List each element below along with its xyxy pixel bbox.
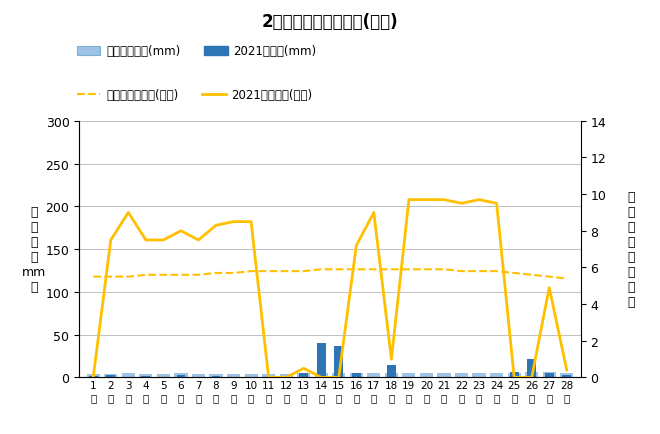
Bar [89,376,98,378]
Bar [317,343,325,378]
Bar [367,373,380,378]
Bar [141,376,150,378]
Bar [157,374,170,378]
Bar [335,346,343,378]
Bar [315,373,328,378]
Bar [490,373,503,378]
Bar [562,375,571,378]
Bar [227,374,240,378]
Bar [350,373,363,378]
Bar [176,375,185,378]
Bar [455,373,468,378]
Bar [385,373,398,378]
Bar [525,372,539,378]
Bar [403,373,416,378]
Bar [560,373,574,378]
Bar [192,374,205,378]
Bar [543,372,556,378]
Bar [106,375,115,378]
Bar [86,374,100,378]
Legend: 降水量平年値(mm), 2021降水量(mm): 降水量平年値(mm), 2021降水量(mm) [72,41,321,63]
Bar [104,374,117,378]
Bar [438,373,451,378]
Bar [121,373,135,378]
Y-axis label: 日
照
時
間
（
時
間
）: 日 照 時 間 （ 時 間 ） [627,191,635,309]
Bar [545,373,554,378]
Bar [420,373,433,378]
Bar [262,374,275,378]
Bar [473,373,486,378]
Bar [174,373,187,378]
Bar [352,373,361,378]
Bar [508,373,521,378]
Bar [212,376,220,378]
Bar [297,373,310,378]
Text: 2月降水量・日照時間(日別): 2月降水量・日照時間(日別) [261,13,399,31]
Bar [527,359,536,378]
Y-axis label: 降
水
量
（
mm
）: 降 水 量 （ mm ） [22,206,46,293]
Bar [510,372,519,378]
Bar [139,374,152,378]
Bar [332,373,345,378]
Bar [387,365,396,378]
Bar [280,374,293,378]
Bar [299,373,308,378]
Bar [209,374,222,378]
Legend: 日照時間平年値(時間), 2021日照時間(時間): 日照時間平年値(時間), 2021日照時間(時間) [72,84,317,106]
Bar [244,374,257,378]
